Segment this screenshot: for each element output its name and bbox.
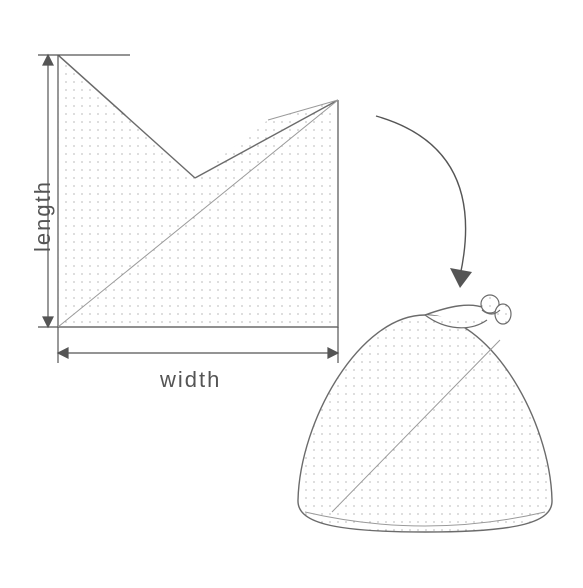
transform-arrow [376,116,472,288]
label-length: length [30,180,56,252]
bag-knot [481,295,511,324]
diagram-canvas: length width [0,0,583,583]
finished-bag [298,295,552,532]
flat-pattern [58,55,338,327]
diagram-svg [0,0,583,583]
label-width: width [160,367,221,393]
dimension-width [58,327,338,363]
